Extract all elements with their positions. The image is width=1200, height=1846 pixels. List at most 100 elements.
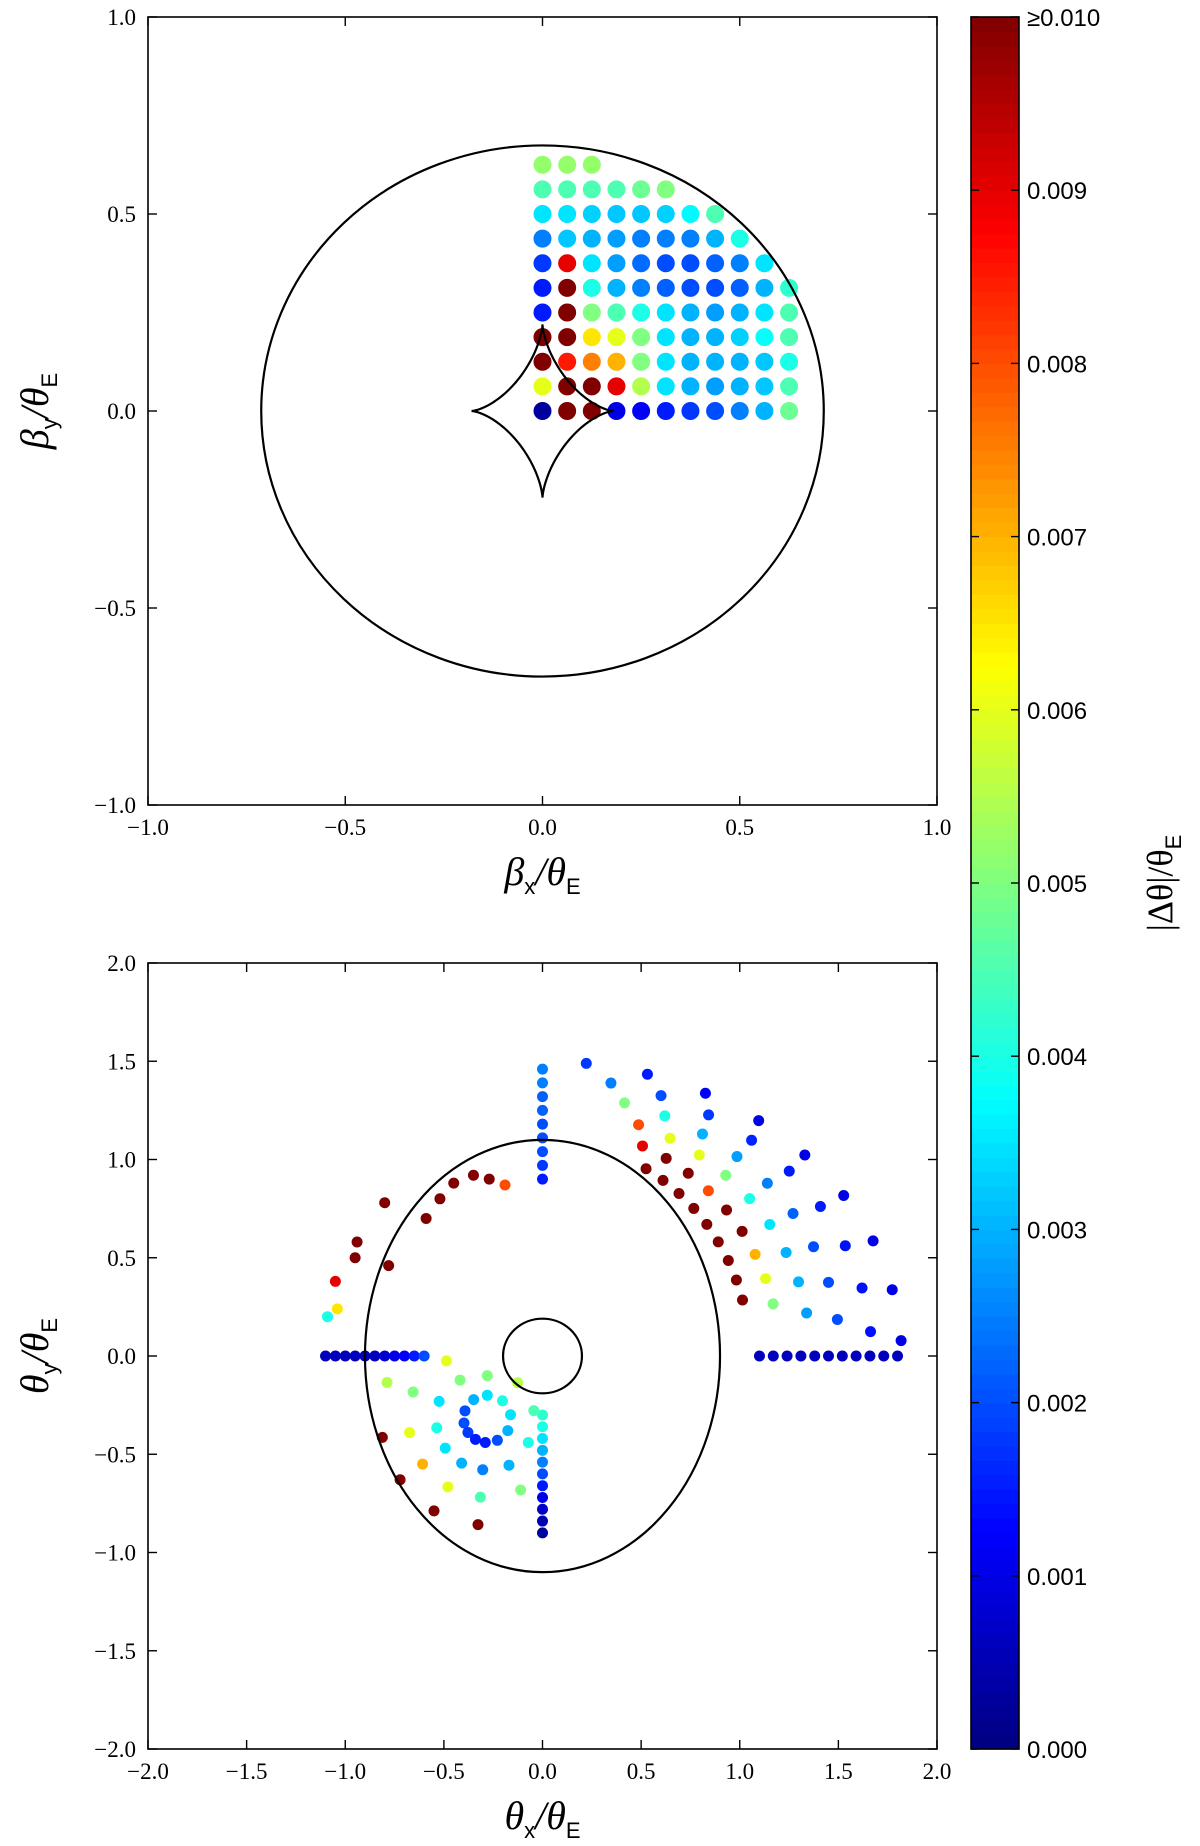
- y-tick-label: 0.0: [107, 1344, 136, 1369]
- colorbar-step: [971, 767, 1019, 783]
- scatter-point: [448, 1177, 460, 1189]
- scatter-point: [632, 229, 651, 248]
- colorbar-step: [971, 1113, 1019, 1129]
- scatter-point: [681, 254, 700, 273]
- colorbar-step: [971, 262, 1019, 278]
- colorbar-step: [971, 839, 1019, 855]
- scatter-point: [755, 377, 774, 396]
- colorbar-step: [971, 565, 1019, 581]
- colorbar-step: [971, 1330, 1019, 1346]
- scatter-point: [339, 1350, 351, 1362]
- scatter-point: [656, 229, 675, 248]
- scatter-point: [537, 1173, 548, 1185]
- scatter-point: [703, 1109, 715, 1121]
- colorbar-step: [971, 1662, 1019, 1678]
- scatter-point: [369, 1350, 381, 1362]
- scatter-point: [823, 1350, 835, 1362]
- scatter-point: [706, 377, 725, 396]
- colorbar-step: [971, 31, 1019, 47]
- scatter-point: [655, 1090, 667, 1102]
- colorbar-step: [971, 1647, 1019, 1663]
- scatter-point: [537, 1468, 548, 1480]
- colorbar-step: [971, 276, 1019, 292]
- y-tick-label: −1.0: [94, 793, 136, 818]
- colorbar-step: [971, 1503, 1019, 1519]
- colorbar-step: [971, 1301, 1019, 1317]
- colorbar-step: [971, 406, 1019, 422]
- x-tick-label: 0.0: [528, 815, 557, 840]
- colorbar-step: [971, 1186, 1019, 1202]
- colorbar-step: [971, 738, 1019, 754]
- scatter-point: [477, 1464, 489, 1476]
- scatter-point: [502, 1425, 514, 1437]
- colorbar-step: [971, 652, 1019, 668]
- scatter-point: [607, 205, 626, 223]
- scatter-point: [479, 1436, 491, 1448]
- colorbar-step: [971, 1258, 1019, 1274]
- colorbar-tick-label: 0.009: [1027, 178, 1087, 205]
- scatter-point: [607, 328, 626, 347]
- label-part: /θ: [533, 1793, 566, 1838]
- y-tick-label: 0.0: [107, 399, 136, 424]
- scatter-point: [755, 352, 774, 371]
- scatter-point: [799, 1149, 811, 1161]
- scatter-point: [699, 1087, 711, 1099]
- scatter-point: [582, 303, 601, 322]
- scatter-point: [755, 278, 774, 297]
- colorbar-step: [971, 1734, 1019, 1750]
- scatter-point: [657, 1174, 669, 1186]
- scatter-point: [850, 1350, 862, 1362]
- scatter-point: [730, 402, 749, 420]
- scatter-point: [491, 1434, 503, 1446]
- scatter-point: [558, 229, 577, 248]
- colorbar-step: [971, 1518, 1019, 1534]
- scatter-point: [496, 1395, 508, 1407]
- scatter-point: [434, 1193, 446, 1205]
- colorbar-step: [971, 1720, 1019, 1736]
- scatter-point: [780, 402, 799, 420]
- colorbar-step: [971, 666, 1019, 682]
- scatter-point: [381, 1377, 393, 1389]
- scatter-point: [582, 402, 601, 420]
- scatter-point: [856, 1282, 868, 1294]
- x-tick-label: 1.0: [923, 815, 952, 840]
- label-subscript: y: [37, 418, 62, 429]
- x-tick-label: −1.5: [226, 1759, 268, 1784]
- scatter-point: [537, 1527, 548, 1539]
- colorbar-step: [971, 1128, 1019, 1144]
- x-tick-label: 1.5: [824, 1759, 853, 1784]
- colorbar-step: [971, 1546, 1019, 1562]
- scatter-point: [780, 377, 799, 396]
- colorbar-step: [971, 940, 1019, 956]
- scatter-point: [681, 352, 700, 371]
- scatter-point: [831, 1313, 843, 1325]
- colorbar-step: [971, 421, 1019, 437]
- colorbar-step: [971, 883, 1019, 899]
- curve: [471, 324, 614, 498]
- scatter-point: [801, 1307, 813, 1319]
- colorbar-step: [971, 753, 1019, 769]
- scatter-point: [892, 1350, 904, 1362]
- colorbar-step: [971, 998, 1019, 1014]
- colorbar-step: [971, 1489, 1019, 1505]
- label-part: β: [503, 849, 524, 894]
- scatter-point: [730, 352, 749, 371]
- colorbar-step: [971, 1402, 1019, 1418]
- scatter-point: [607, 352, 626, 371]
- axis-label: θx/θE: [504, 1793, 580, 1843]
- colorbar-step: [971, 74, 1019, 90]
- scatter-point: [681, 377, 700, 396]
- colorbar-step: [971, 955, 1019, 971]
- scatter-point: [558, 303, 577, 322]
- colorbar-step: [971, 1085, 1019, 1101]
- scatter-point: [632, 328, 651, 347]
- scatter-point: [681, 278, 700, 297]
- scatter-point: [632, 402, 651, 420]
- colorbar-step: [971, 637, 1019, 653]
- colorbar-step: [971, 796, 1019, 812]
- scatter-point: [607, 278, 626, 297]
- scatter-point: [755, 303, 774, 322]
- scatter-point: [537, 1118, 548, 1130]
- scatter-point: [780, 1246, 792, 1258]
